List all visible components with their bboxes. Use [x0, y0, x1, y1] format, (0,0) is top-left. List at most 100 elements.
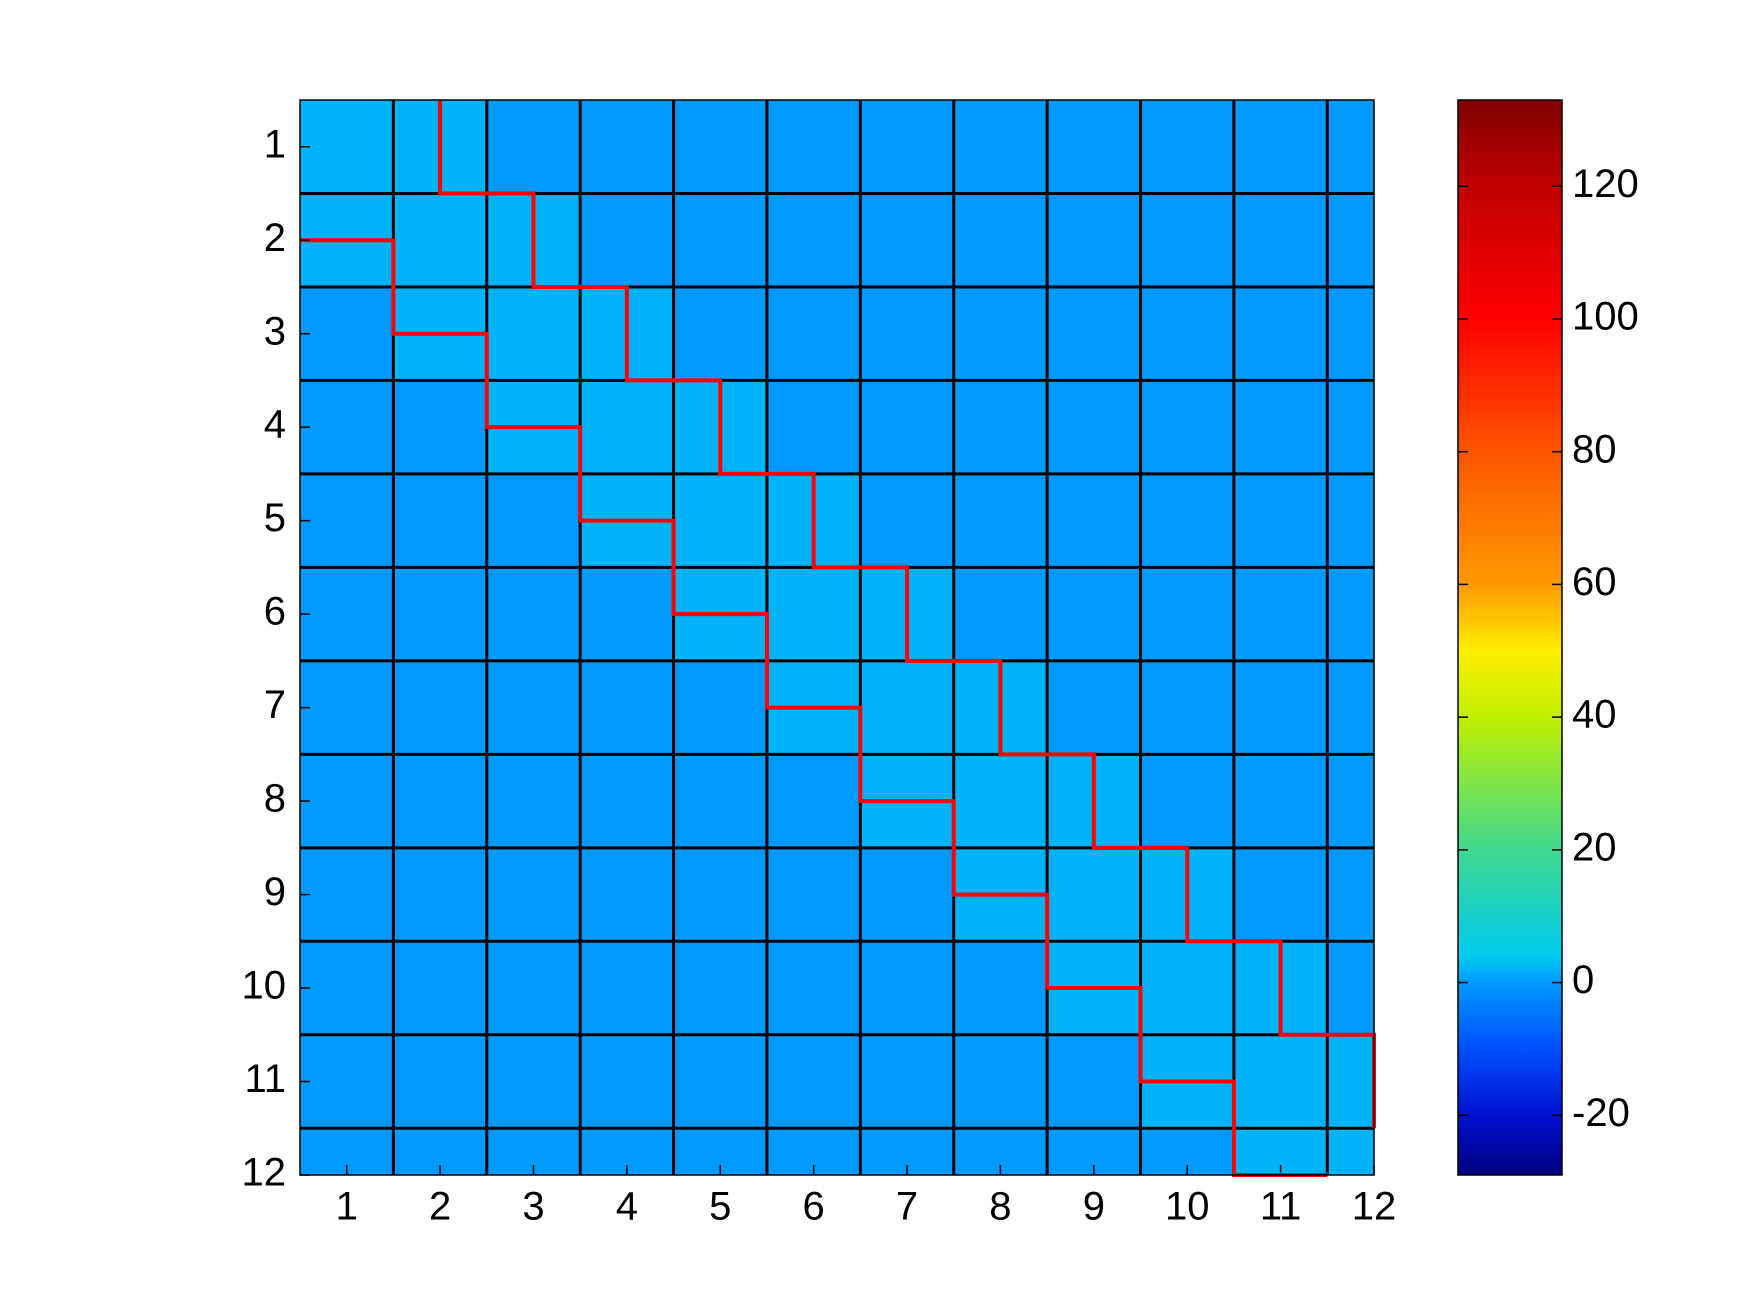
- x-tick-label: 3: [522, 1185, 544, 1229]
- heat-cell: [1140, 473, 1235, 568]
- heat-cell: [486, 660, 581, 755]
- heat-cell: [766, 100, 861, 194]
- colorbar-tick-label: 0: [1572, 958, 1594, 1002]
- heat-cell: [766, 847, 861, 942]
- heat-cell: [1140, 380, 1235, 475]
- heat-cell: [673, 193, 768, 288]
- heat-cell: [300, 567, 394, 662]
- heat-cell: [673, 660, 768, 755]
- x-tick-label: 11: [1260, 1185, 1302, 1229]
- y-tick-label: 5: [264, 496, 286, 540]
- heat-cell: [1233, 100, 1328, 194]
- heat-cell: [393, 847, 488, 942]
- heat-cell: [1327, 847, 1375, 942]
- y-tick-label: 1: [264, 122, 286, 166]
- heat-cell: [300, 380, 394, 475]
- y-tick-label: 7: [264, 683, 286, 727]
- heat-cell: [673, 754, 768, 849]
- heat-cell: [1327, 473, 1375, 568]
- heat-cell: [860, 100, 955, 194]
- heat-cell: [860, 941, 955, 1036]
- heat-cell: [300, 473, 394, 568]
- x-tick-label: 9: [1083, 1185, 1105, 1229]
- heat-cell: [673, 1034, 768, 1129]
- heat-cell: [580, 941, 675, 1036]
- colorbar-tick-label: 100: [1572, 295, 1639, 339]
- heat-cell: [580, 193, 675, 288]
- heat-cell: [860, 193, 955, 288]
- heat-cell: [300, 754, 394, 849]
- y-tick-label: 4: [264, 403, 286, 447]
- x-tick-label: 7: [896, 1185, 918, 1229]
- heat-cell: [766, 286, 861, 381]
- heat-cell: [1140, 941, 1235, 1036]
- heat-cell: [1327, 286, 1375, 381]
- heat-cell: [1047, 100, 1142, 194]
- colorbar: [1457, 99, 1563, 1176]
- heat-cell: [393, 1034, 488, 1129]
- heat-cell: [673, 286, 768, 381]
- heat-cell: [1047, 473, 1142, 568]
- colorbar-tick-label: 20: [1572, 825, 1617, 869]
- heat-cell: [300, 847, 394, 942]
- heat-cell: [393, 380, 488, 475]
- heat-cell: [1327, 1128, 1375, 1176]
- x-tick-label: 12: [1352, 1185, 1397, 1229]
- heat-cell: [1047, 1034, 1142, 1129]
- heat-cell: [766, 380, 861, 475]
- heat-cell: [953, 473, 1048, 568]
- band-line: [438, 100, 1376, 1129]
- x-tick-label: 5: [709, 1185, 731, 1229]
- heat-cell: [953, 1034, 1048, 1129]
- heat-cell: [486, 1034, 581, 1129]
- x-tick-label: 8: [989, 1185, 1011, 1229]
- heat-cell: [766, 941, 861, 1036]
- y-tick-label: 2: [264, 216, 286, 260]
- heat-cell: [1327, 193, 1375, 288]
- heat-cell: [393, 567, 488, 662]
- heat-cell: [1327, 754, 1375, 849]
- y-tick-label: 3: [264, 309, 286, 353]
- heat-cell: [953, 380, 1048, 475]
- heat-cell: [1233, 847, 1328, 942]
- heat-cell: [673, 941, 768, 1036]
- heat-cell: [580, 660, 675, 755]
- heat-cell: [300, 1034, 394, 1129]
- colorbar-tick-label: -20: [1572, 1091, 1630, 1135]
- heat-cell: [673, 847, 768, 942]
- heat-cell: [1327, 941, 1375, 1036]
- heat-cell: [860, 380, 955, 475]
- heat-cell: [1140, 100, 1235, 194]
- heat-cell: [1233, 380, 1328, 475]
- heat-cell: [486, 941, 581, 1036]
- heat-cell: [393, 754, 488, 849]
- heat-cell: [1327, 100, 1375, 194]
- heat-cell: [393, 660, 488, 755]
- y-tick-label: 6: [264, 590, 286, 634]
- heat-cell: [953, 754, 1048, 849]
- colorbar-tick-label: 60: [1572, 560, 1617, 604]
- y-tick-label: 12: [242, 1151, 287, 1195]
- heat-cell: [860, 847, 955, 942]
- colorbar-tick-label: 80: [1572, 427, 1617, 471]
- heat-cell: [673, 100, 768, 194]
- heat-cell: [580, 380, 675, 475]
- heat-cell: [300, 941, 394, 1036]
- heat-cell: [1233, 473, 1328, 568]
- heat-cell: [1233, 660, 1328, 755]
- heat-cell: [300, 100, 394, 194]
- heat-cell: [766, 754, 861, 849]
- y-tick-label: 10: [242, 964, 287, 1008]
- heat-cell: [1233, 286, 1328, 381]
- heat-cell: [486, 286, 581, 381]
- heat-cell: [860, 286, 955, 381]
- y-tick-label: 11: [244, 1057, 286, 1101]
- y-tick-label: 8: [264, 777, 286, 821]
- x-tick-label: 4: [616, 1185, 638, 1229]
- colorbar-tick-label: 120: [1572, 162, 1639, 206]
- heat-cell: [953, 567, 1048, 662]
- colorbar-tick-label: 40: [1572, 693, 1617, 737]
- heat-cell: [1233, 754, 1328, 849]
- heat-cell: [1327, 1034, 1375, 1129]
- heat-cell: [953, 193, 1048, 288]
